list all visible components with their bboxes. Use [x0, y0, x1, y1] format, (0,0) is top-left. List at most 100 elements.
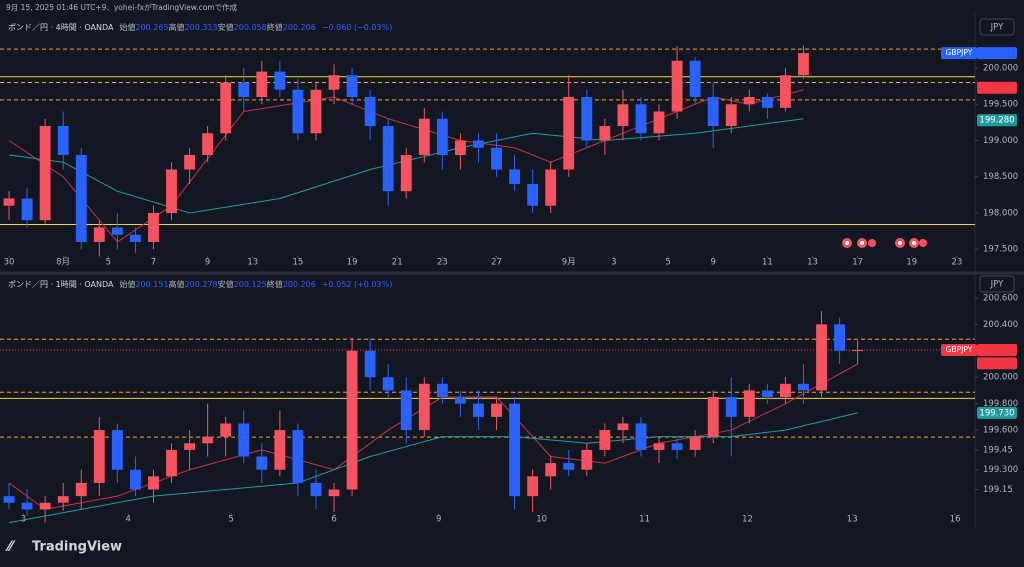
legend: ポンド／円 · 4時間 · OANDA 始値200.265高値200.313安値2…	[8, 22, 392, 32]
legend: ポンド／円 · 1時間 · OANDA 始値200.151高値200.278安値2…	[8, 279, 392, 289]
candle-body	[617, 104, 629, 126]
candle-body	[111, 430, 123, 470]
candle-body	[599, 125, 611, 141]
x-tick-label: 12	[742, 515, 753, 525]
candle-body	[274, 71, 286, 90]
event-icons	[842, 238, 927, 248]
x-tick-label: 5	[665, 258, 670, 268]
legend-high-label: 高値	[169, 22, 185, 32]
candle-body	[220, 423, 232, 437]
candle-body	[599, 430, 611, 450]
candle-body	[93, 227, 105, 242]
candle-body	[545, 463, 557, 477]
candle-body	[364, 350, 376, 378]
candle-body	[238, 82, 250, 97]
x-tick-label: 11	[639, 515, 650, 525]
currency: JPY	[990, 280, 1004, 290]
candle-body	[93, 430, 105, 483]
x-tick-label: 13	[807, 258, 818, 268]
y-tick-label: 199.300	[983, 465, 1018, 475]
x-tick-label: 5	[106, 258, 111, 268]
candle-body	[111, 227, 123, 235]
y-tick-label: 200.600	[983, 293, 1018, 303]
candle-body	[689, 60, 701, 97]
candle-body	[328, 75, 340, 90]
candle-body	[707, 97, 719, 126]
candle-body	[57, 125, 69, 155]
x-tick-label: 11	[762, 258, 773, 268]
x-tick-label: 9	[710, 258, 715, 268]
candle-body	[780, 75, 791, 108]
candle-body	[130, 234, 141, 242]
candle-body	[39, 502, 51, 510]
y-tick-label: 199.45	[983, 445, 1013, 455]
candle-body	[382, 377, 394, 391]
legend-close-label: 終値	[267, 279, 283, 289]
candle-body	[418, 383, 430, 431]
candle-body	[707, 397, 719, 437]
x-tick-label: 19	[347, 258, 358, 268]
moving-average	[8, 118, 804, 214]
y-tick-label: 198.000	[983, 208, 1018, 218]
ticker-box	[941, 343, 977, 356]
header: 9月 15, 2025 01:46 UTC+9、yohei-fxがTrading…	[6, 2, 238, 12]
x-tick-label: 6	[331, 515, 336, 525]
candle-body	[3, 496, 15, 503]
legend-high-label: 高値	[169, 279, 185, 289]
candle-body	[653, 111, 665, 134]
candle-body	[581, 97, 593, 141]
price-label-box	[977, 406, 1017, 419]
candle-body	[328, 489, 340, 497]
y-tick-label: 198.500	[983, 172, 1018, 182]
x-tick-label: 30	[4, 258, 15, 268]
candle-body	[725, 397, 737, 417]
candle-body	[75, 482, 87, 497]
x-tick-label: 9	[436, 515, 441, 525]
candle-body	[148, 476, 159, 490]
currency-button	[979, 275, 1015, 293]
price-label: 199.730	[979, 408, 1014, 418]
candle-body	[166, 449, 177, 477]
y-tick-label: 199.500	[983, 100, 1018, 110]
candle-body	[400, 390, 412, 431]
candle-body	[617, 423, 629, 431]
y-tick-label: 197.500	[983, 245, 1018, 255]
x-tick-label: 5	[228, 515, 233, 525]
candle-body	[310, 89, 322, 134]
y-tick-label: 199.15	[983, 485, 1013, 495]
x-tick-label: 9月	[562, 258, 576, 268]
x-tick-label: 27	[491, 258, 502, 268]
x-tick-label: 23	[952, 258, 963, 268]
y-tick-label: 199.000	[983, 136, 1018, 146]
x-tick-label: 13	[247, 258, 258, 268]
x-tick-label: 17	[852, 258, 863, 268]
y-tick-label: 200.400	[983, 320, 1018, 330]
candle-body	[455, 140, 466, 155]
candle-body	[761, 390, 773, 398]
price-label-box	[977, 81, 1017, 94]
candle-body	[274, 430, 286, 470]
x-tick-label: 4	[125, 515, 130, 525]
candle-body	[743, 97, 755, 105]
candle-body	[852, 349, 864, 351]
y-tick-label: 199.800	[983, 399, 1018, 409]
candle-body	[202, 133, 214, 155]
candle-body	[382, 125, 394, 192]
candle-body	[400, 154, 412, 192]
candle-body	[418, 118, 430, 155]
x-tick-label: 15	[293, 258, 304, 268]
x-tick-label: 21	[392, 258, 403, 268]
price-label-box	[977, 47, 1017, 60]
candle-body	[202, 436, 214, 444]
candle-body	[166, 169, 177, 213]
candle-body	[545, 169, 557, 206]
y-tick-label: 199.600	[983, 426, 1018, 436]
currency-button	[979, 18, 1015, 36]
candle-body	[834, 324, 845, 351]
brand-name: TradingView	[32, 540, 122, 555]
candle-body	[130, 469, 141, 490]
legend-change: +0.052 (+0.03%)	[322, 280, 393, 289]
legend-open: 200.151	[135, 280, 168, 289]
candle-body	[346, 75, 358, 97]
price-label: 199.280	[979, 116, 1014, 126]
